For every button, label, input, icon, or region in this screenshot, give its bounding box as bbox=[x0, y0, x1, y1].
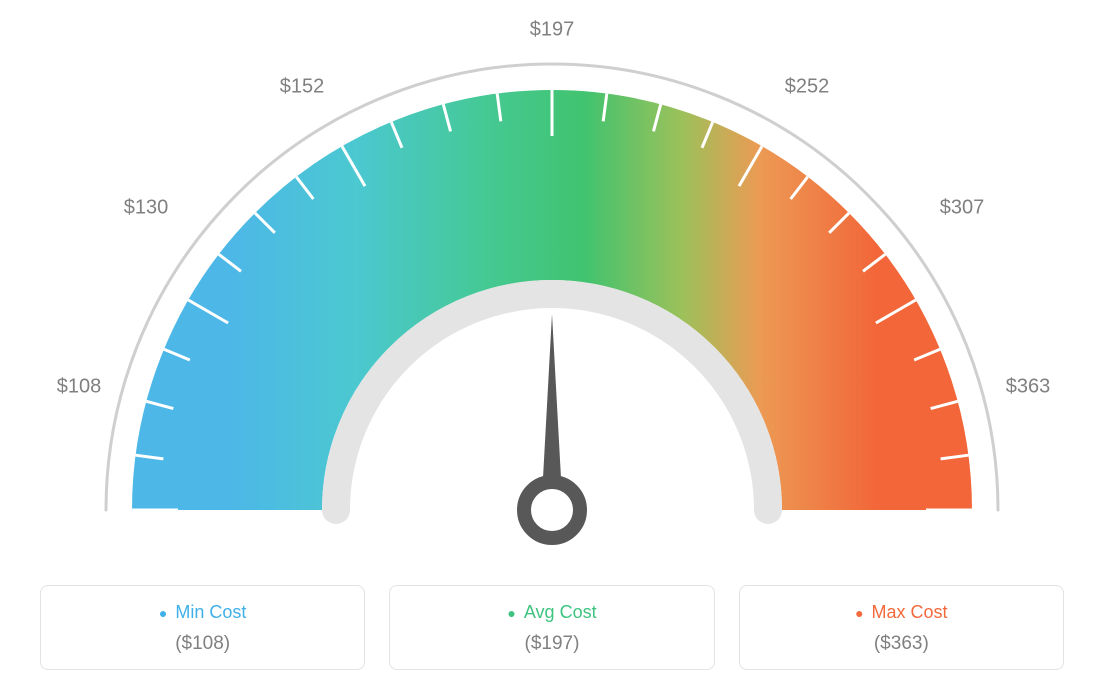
legend-min-label: Min Cost bbox=[51, 602, 354, 623]
gauge-chart: $108 $130 $152 $197 $252 $307 $363 bbox=[0, 0, 1104, 565]
legend-avg-label: Avg Cost bbox=[400, 602, 703, 623]
legend-card-min: Min Cost ($108) bbox=[40, 585, 365, 670]
cost-gauge-container: $108 $130 $152 $197 $252 $307 $363 Min Cost ($… bbox=[0, 0, 1104, 690]
legend-max-value: ($363) bbox=[750, 633, 1053, 655]
gauge-tick-label: $197 bbox=[530, 19, 575, 42]
legend-max-label: Max Cost bbox=[750, 602, 1053, 623]
gauge-tick-label: $363 bbox=[1006, 376, 1051, 399]
legend-min-value: ($108) bbox=[51, 633, 354, 655]
gauge-tick-label: $307 bbox=[940, 197, 985, 220]
gauge-tick-label: $108 bbox=[57, 376, 102, 399]
gauge-svg bbox=[0, 0, 1104, 565]
gauge-tick-label: $252 bbox=[785, 76, 830, 99]
legend-card-max: Max Cost ($363) bbox=[739, 585, 1064, 670]
legend-avg-value: ($197) bbox=[400, 633, 703, 655]
gauge-tick-label: $152 bbox=[280, 76, 325, 99]
legend-card-avg: Avg Cost ($197) bbox=[389, 585, 714, 670]
legend-row: Min Cost ($108) Avg Cost ($197) Max Cost… bbox=[40, 585, 1064, 670]
gauge-tick-label: $130 bbox=[124, 197, 169, 220]
